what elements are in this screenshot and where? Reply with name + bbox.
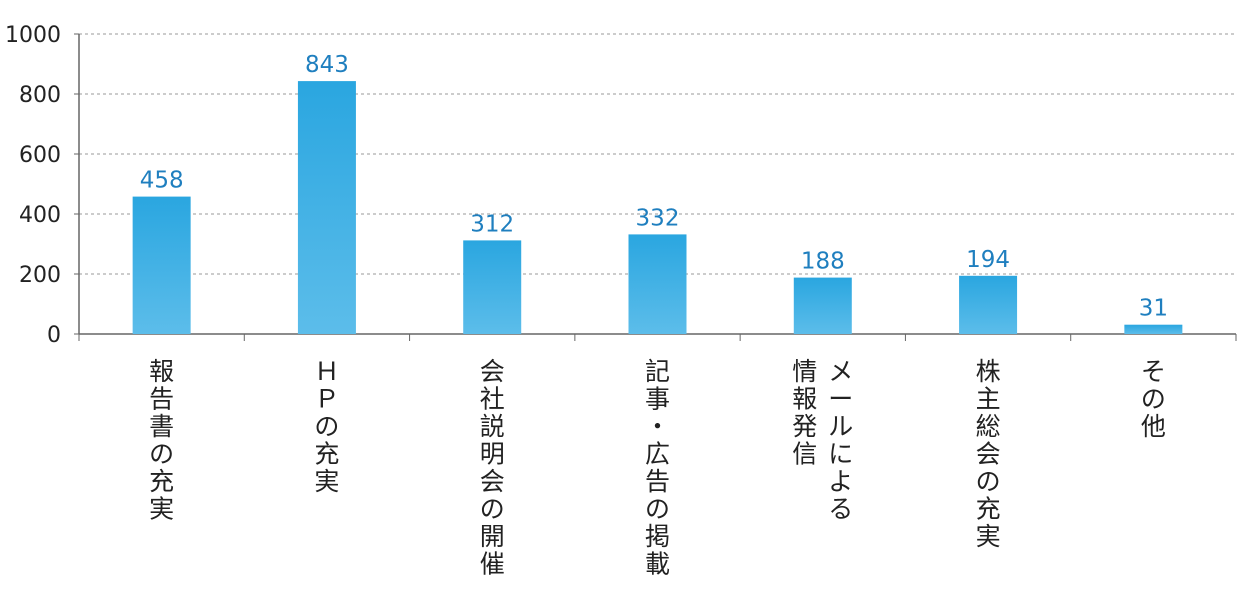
category-label-char: の — [314, 412, 339, 441]
bar — [132, 196, 191, 334]
category-label-char: に — [828, 440, 853, 469]
category-label-char: 充 — [149, 467, 174, 496]
category-label-char: 充 — [314, 440, 339, 469]
bar-value-label: 188 — [801, 249, 845, 275]
category-label-char: の — [645, 495, 670, 524]
bar-value-label: 332 — [636, 205, 680, 231]
y-tick-label: 1000 — [5, 23, 61, 48]
bar-value-label: 843 — [305, 52, 349, 78]
category-label-char: の — [976, 467, 1001, 496]
category-label-char: の — [480, 495, 505, 524]
bar — [959, 275, 1018, 334]
bar — [297, 81, 356, 334]
category-label-char: ル — [828, 412, 853, 441]
category-label-char: 信 — [792, 440, 817, 469]
category-label-char: 発 — [792, 412, 817, 441]
category-label-char: 説 — [480, 412, 505, 441]
category-label-char: そ — [1141, 357, 1166, 386]
category-label-char: 主 — [976, 385, 1001, 414]
category-label-char: 報 — [149, 357, 174, 386]
bars — [132, 81, 1183, 334]
y-tick-label: 0 — [47, 323, 61, 348]
y-tick-label: 400 — [19, 203, 61, 228]
category-label-char: 催 — [480, 550, 505, 579]
category-label-char: 掲 — [645, 522, 670, 551]
category-label-char: 告 — [149, 385, 174, 414]
category-label-char: ー — [828, 385, 853, 414]
category-label-char: 会 — [976, 440, 1001, 469]
category-label-char: 情 — [792, 357, 817, 386]
category-label-char: 会 — [480, 357, 505, 386]
bar-value-label: 458 — [140, 168, 184, 194]
bar — [793, 277, 852, 334]
bar — [1124, 324, 1183, 334]
y-tick-label: 600 — [19, 143, 61, 168]
bar — [463, 240, 522, 334]
category-label-char: よ — [828, 467, 853, 496]
category-label-char: 書 — [149, 412, 174, 441]
category-label-char: メ — [828, 357, 853, 386]
bar-value-label: 31 — [1139, 296, 1168, 322]
category-label-char: 開 — [480, 522, 505, 551]
category-label-char: 実 — [976, 522, 1001, 551]
bar — [628, 234, 687, 334]
y-tick-label: 200 — [19, 263, 61, 288]
category-label-char: 総 — [976, 412, 1001, 441]
value-labels: 458 843 312 332 188 194 31 — [140, 52, 1168, 322]
category-label-char: の — [149, 440, 174, 469]
category-label-char: の — [1141, 385, 1166, 414]
category-label-char: 株 — [976, 357, 1001, 386]
category-label-char: 社 — [480, 385, 505, 414]
category-label-char: Ｐ — [314, 385, 339, 414]
category-label-char: 他 — [1141, 412, 1166, 441]
category-label-char: 載 — [645, 550, 670, 579]
category-label-char: 実 — [314, 467, 339, 496]
category-label-char: 会 — [480, 467, 505, 496]
category-label-char: 実 — [149, 495, 174, 524]
category-label-char: ・ — [645, 412, 670, 441]
category-labels: 報告書の充実ＨＰの充実会社説明会の開催記事・広告の掲載メールによる情報発信株主総… — [149, 357, 1166, 579]
y-tick-labels: 0 200 400 600 800 1000 — [5, 23, 61, 348]
category-label-char: 記 — [645, 357, 670, 386]
category-label-char: 充 — [976, 495, 1001, 524]
category-label-char: 告 — [645, 467, 670, 496]
category-label-char: 事 — [645, 385, 670, 414]
y-tick-label: 800 — [19, 83, 61, 108]
category-label-char: 報 — [792, 385, 817, 414]
bar-value-label: 312 — [470, 211, 514, 237]
category-label-char: 明 — [480, 440, 505, 469]
category-label-char: 広 — [645, 440, 670, 469]
category-label-char: Ｈ — [314, 357, 339, 386]
category-label-char: る — [828, 495, 853, 524]
bar-value-label: 194 — [966, 247, 1010, 273]
